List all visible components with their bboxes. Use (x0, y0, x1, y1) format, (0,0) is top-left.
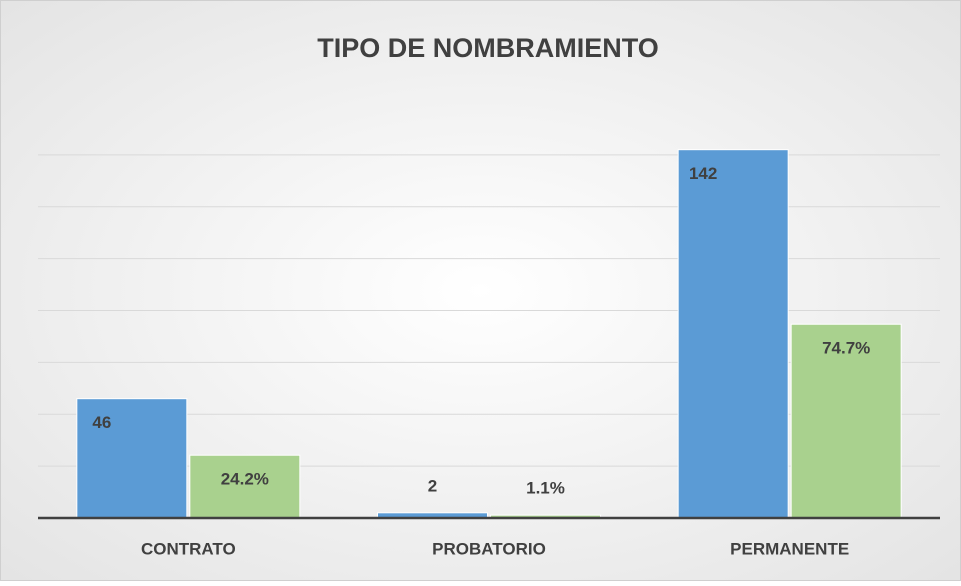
bar (189, 454, 301, 519)
bar (677, 149, 789, 519)
x-tick-label: PROBATORIO (432, 539, 546, 558)
data-label: 24.2% (221, 470, 269, 489)
data-label: 2 (428, 476, 437, 495)
chart-title: TIPO DE NOMBRAMIENTO (317, 33, 659, 63)
bar (76, 398, 188, 519)
data-label: 142 (689, 164, 717, 183)
data-label: 74.7% (822, 339, 870, 358)
data-label: 1.1% (526, 479, 565, 498)
x-tick-label: PERMANENTE (730, 539, 849, 558)
x-tick-label: CONTRATO (141, 539, 236, 558)
bar (790, 323, 902, 519)
data-label: 46 (92, 413, 111, 432)
